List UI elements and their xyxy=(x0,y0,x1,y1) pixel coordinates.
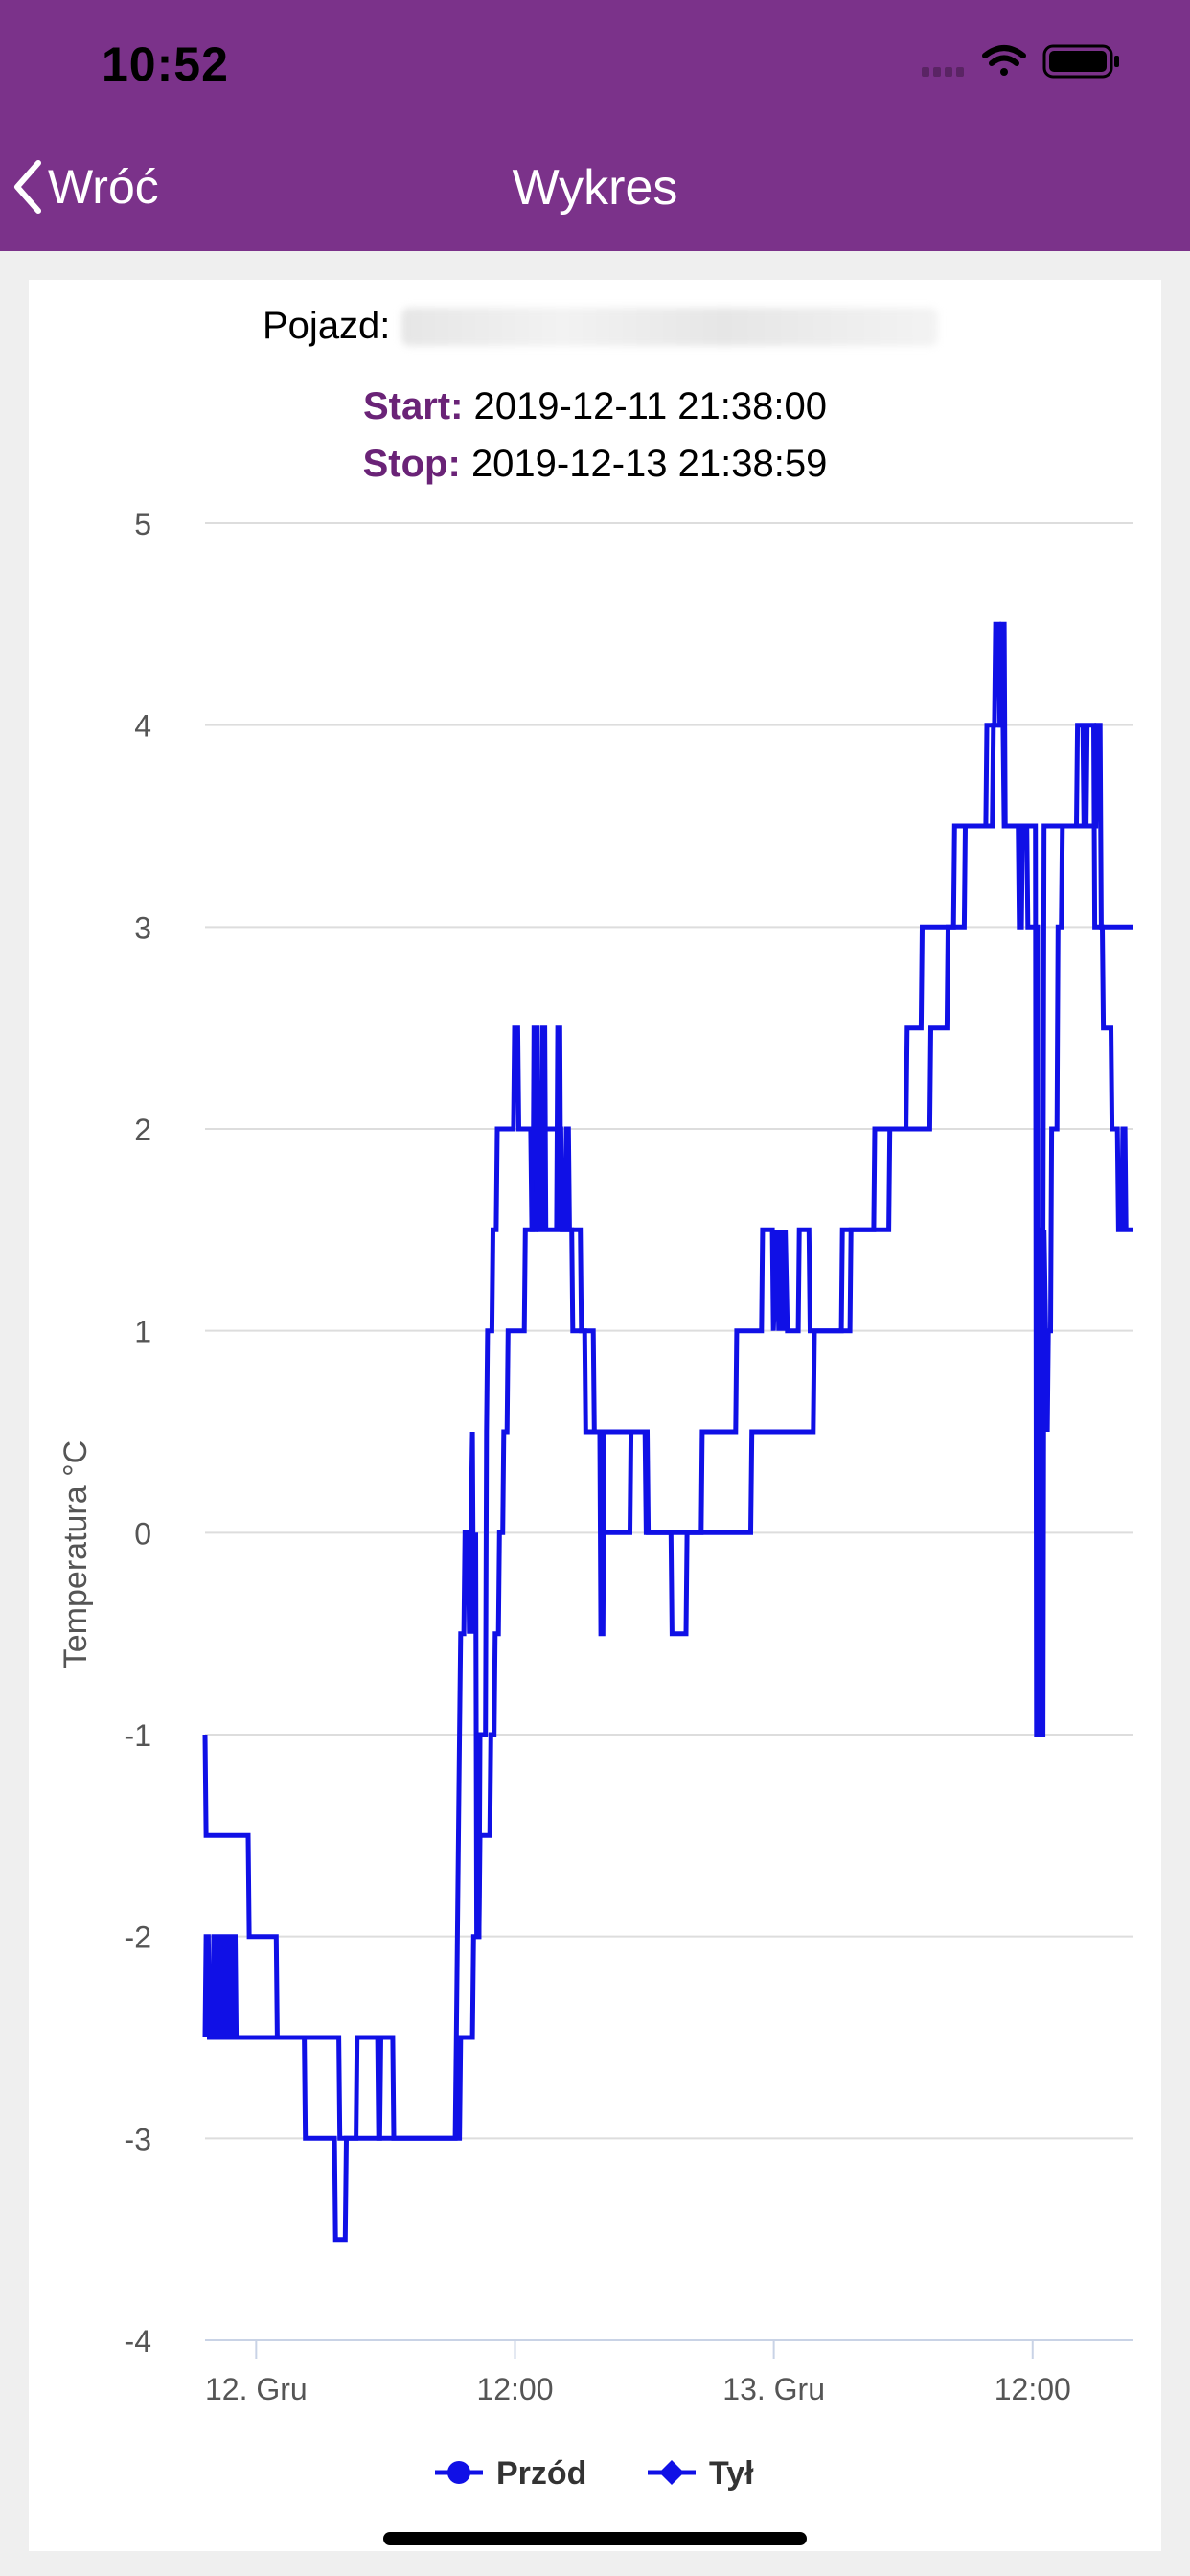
y-axis-ticks: 5 4 3 2 1 0 -1 -2 -3 -4 xyxy=(125,507,151,2358)
status-time: 10:52 xyxy=(102,37,229,91)
start-value: 2019-12-11 21:38:00 xyxy=(473,385,828,427)
x-tick-label: 13. Gru xyxy=(722,2372,825,2406)
y-tick-label: -1 xyxy=(125,1718,151,1753)
y-tick-label: 1 xyxy=(134,1315,151,1349)
signal-icon xyxy=(922,67,964,77)
back-label: Wróć xyxy=(48,160,159,214)
legend-item-przod[interactable]: Przód xyxy=(435,2455,586,2492)
start-row: Start: 2019-12-11 21:38:00 xyxy=(29,385,1161,428)
series-line-tyl xyxy=(202,621,1133,2141)
y-tick-label: -3 xyxy=(125,2122,151,2156)
x-tick-label: 12. Gru xyxy=(205,2372,308,2406)
battery-icon xyxy=(1042,44,1119,79)
back-button[interactable]: Wróć xyxy=(11,153,159,220)
chart-legend: Przód Tył xyxy=(435,2455,754,2492)
y-tick-label: -2 xyxy=(125,1920,151,1955)
x-tick-label: 12:00 xyxy=(995,2372,1071,2406)
y-tick-label: 2 xyxy=(134,1113,151,1147)
wifi-icon xyxy=(982,45,1026,76)
page-title: Wykres xyxy=(512,160,678,216)
x-axis: 12. Gru 12:00 13. Gru 12:00 xyxy=(205,2340,1071,2406)
y-tick-label: 0 xyxy=(134,1516,151,1551)
y-tick-label: -4 xyxy=(125,2324,151,2358)
legend-diamond-marker xyxy=(659,2460,684,2485)
chart-card: Pojazd: Start: 2019-12-11 21:38:00 Stop:… xyxy=(29,280,1161,2551)
legend-item-tyl[interactable]: Tył xyxy=(648,2455,754,2492)
chevron-left-icon xyxy=(14,160,41,214)
stop-row: Stop: 2019-12-13 21:38:59 xyxy=(29,443,1161,486)
vehicle-label: Pojazd: xyxy=(263,305,391,347)
x-tick-label: 12:00 xyxy=(476,2372,553,2406)
vehicle-name-redacted xyxy=(401,307,939,346)
legend-circle-marker xyxy=(447,2461,470,2484)
legend-label: Tył xyxy=(709,2455,754,2492)
y-tick-label: 5 xyxy=(134,507,151,541)
home-indicator xyxy=(383,2532,807,2545)
chart-series xyxy=(202,621,1133,2242)
y-tick-label: 3 xyxy=(134,910,151,945)
y-axis-label: Temperatura °C xyxy=(57,1440,94,1668)
start-label: Start: xyxy=(362,385,464,427)
y-tick-label: 4 xyxy=(134,709,151,744)
status-icons xyxy=(922,44,1119,79)
nav-bar: 10:52 Wróć Wykres xyxy=(0,0,1190,251)
stop-label: Stop: xyxy=(362,443,461,485)
series-line-przod xyxy=(202,621,1133,2242)
stop-value: 2019-12-13 21:38:59 xyxy=(470,443,828,485)
vehicle-row: Pojazd: xyxy=(263,305,939,348)
legend-label: Przód xyxy=(496,2455,586,2492)
